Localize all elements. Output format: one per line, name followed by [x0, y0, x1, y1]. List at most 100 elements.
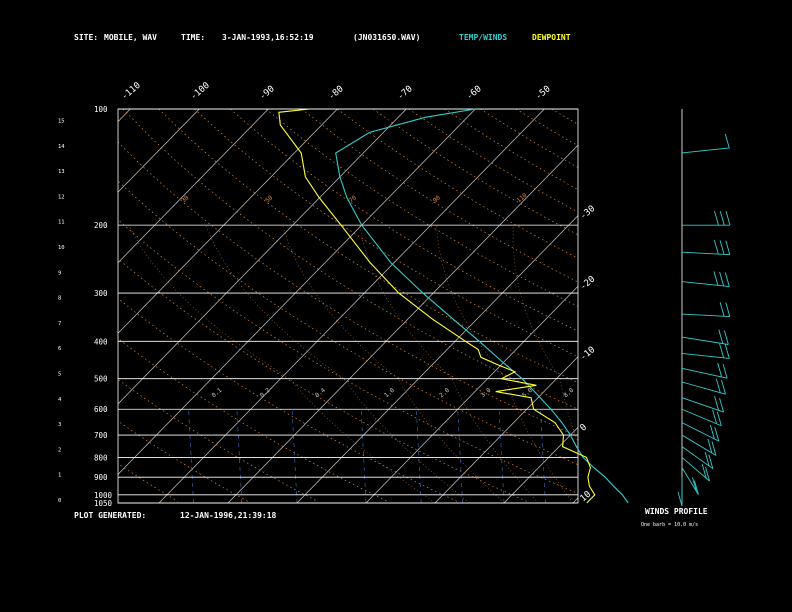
- barb-note: One barb = 10.0 m/s: [641, 522, 699, 528]
- pressure-label: 700: [94, 431, 108, 440]
- height-label: 5: [58, 372, 61, 378]
- wind-barb: [714, 427, 720, 442]
- wind-barb: [714, 396, 720, 411]
- temp-tick-right: 0: [579, 422, 590, 433]
- site-label: SITE:: [74, 33, 99, 42]
- wind-barb: [711, 441, 717, 456]
- temp-tick-top: -110: [120, 81, 143, 103]
- mixing-ratio-line: [637, 409, 642, 503]
- pressure-label: 900: [94, 473, 108, 482]
- height-label: 9: [58, 270, 61, 276]
- mixing-ratio-line: [188, 409, 194, 503]
- dry-adiabat: [158, 109, 578, 383]
- isotherm: [572, 497, 578, 503]
- legend-temp: TEMP/WINDS: [459, 33, 508, 42]
- dry-adiabat: [515, 109, 578, 147]
- dry-adiabat: [551, 109, 578, 125]
- wind-barb: [677, 491, 683, 507]
- temp-tick-right: -20: [579, 274, 598, 292]
- dry-adiabat: [659, 109, 792, 501]
- mixing-ratio-label: 8.0: [562, 387, 575, 400]
- dry-adiabat: [480, 109, 578, 168]
- height-label: 12: [58, 194, 65, 200]
- wind-barb: [713, 271, 719, 286]
- height-label: 14: [58, 144, 65, 150]
- wind-barb: [709, 424, 715, 440]
- isotherm: [118, 109, 269, 264]
- wind-barb: [704, 451, 710, 467]
- pressure-label: 100: [94, 105, 108, 114]
- temp-tick-top: -100: [189, 81, 212, 103]
- dry-adiabat-label: 50: [264, 194, 274, 204]
- wind-barb: [715, 378, 721, 393]
- pressure-label: 400: [94, 337, 108, 346]
- height-label: 13: [58, 169, 65, 175]
- wind-shaft: [681, 336, 729, 345]
- dry-adiabat-label: 110: [516, 192, 529, 205]
- isotherm: [118, 109, 407, 405]
- temp-tick-top: -50: [534, 84, 553, 102]
- isotherm: [711, 109, 792, 503]
- wind-barb: [714, 211, 719, 226]
- moist-adiabat: [587, 225, 642, 503]
- dry-adiabat: [587, 109, 792, 501]
- wind-barb: [693, 480, 699, 495]
- dry-adiabat: [301, 109, 578, 283]
- plot-frame: [117, 108, 579, 504]
- wind-shaft: [681, 397, 724, 413]
- height-label: 3: [58, 422, 61, 428]
- wind-barb: [725, 211, 731, 226]
- isotherm: [642, 109, 792, 503]
- wind-shaft: [681, 367, 728, 379]
- pressure-label: 1050: [94, 499, 113, 508]
- temp-tick-top: -80: [327, 84, 346, 102]
- pressure-label: 200: [94, 221, 108, 230]
- height-label: 2: [58, 447, 61, 453]
- generated-value: 12-JAN-1996,21:39:18: [180, 511, 277, 520]
- moist-adiabat: [652, 225, 676, 503]
- height-label: 7: [58, 321, 61, 327]
- isotherm: [227, 144, 578, 503]
- site-value: MOBILE, WAV: [104, 33, 157, 42]
- temp-tick-top: -60: [465, 84, 484, 102]
- temp-tick-top: -70: [396, 84, 415, 102]
- wind-barb: [721, 380, 726, 395]
- temp-tick-right: -30: [579, 204, 598, 222]
- wind-shaft: [681, 281, 730, 287]
- wind-shaft: [681, 352, 730, 359]
- dry-adiabat: [118, 180, 578, 466]
- wind-barb: [713, 239, 719, 255]
- dry-adiabat: [118, 258, 527, 502]
- pressure-label: 800: [94, 453, 108, 462]
- dry-adiabat-label: 90: [432, 194, 442, 204]
- isotherm: [296, 215, 578, 503]
- isotherm: [118, 109, 476, 475]
- wind-shaft: [681, 147, 730, 154]
- dry-adiabat: [372, 109, 578, 236]
- legend-dewpoint: DEWPOINT: [532, 33, 571, 42]
- wind-shaft: [681, 446, 714, 470]
- moist-adiabat: [436, 225, 574, 503]
- wind-barb: [717, 362, 723, 378]
- wind-barb: [701, 464, 707, 479]
- wind-barb: [716, 411, 722, 426]
- height-label: 15: [58, 119, 65, 125]
- dry-adiabat: [118, 219, 578, 494]
- wind-barb: [722, 364, 728, 379]
- wind-barb: [719, 271, 725, 287]
- wind-barb: [719, 302, 725, 317]
- mixing-ratio-label: 1.0: [383, 387, 396, 400]
- dewpoint-profile: [278, 108, 596, 504]
- pressure-label: 300: [94, 289, 108, 298]
- wind-barb: [724, 272, 730, 287]
- wind-barb: [707, 438, 713, 454]
- moist-adiabat: [512, 225, 578, 443]
- height-label: 8: [58, 296, 61, 302]
- isotherm: [118, 109, 200, 193]
- moist-adiabat: [701, 225, 724, 503]
- isotherm: [434, 356, 578, 503]
- isotherm: [780, 109, 792, 503]
- moist-adiabat: [282, 225, 505, 503]
- moist-adiabat: [205, 224, 470, 503]
- dry-adiabat: [444, 109, 578, 191]
